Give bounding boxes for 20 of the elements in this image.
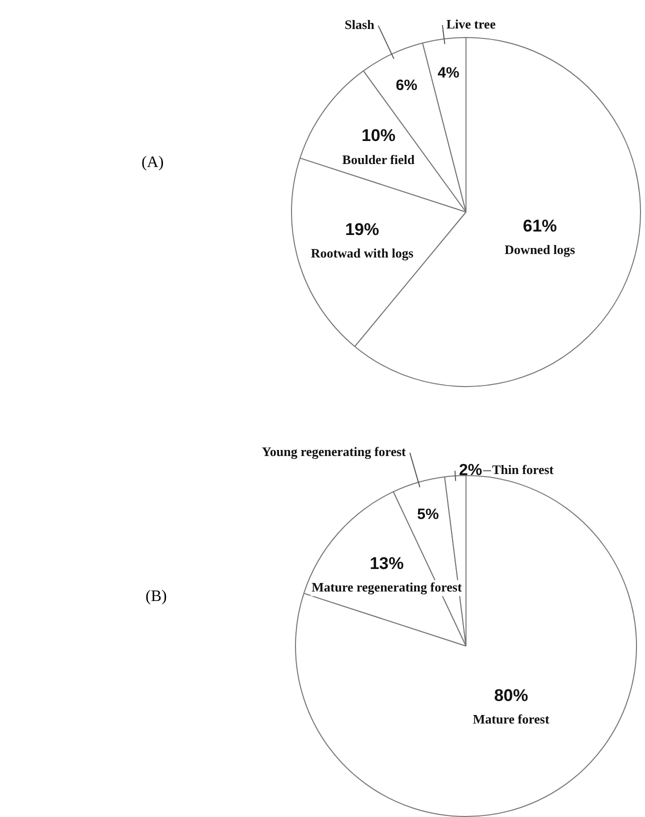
slice-label: Mature regenerating forest bbox=[312, 579, 462, 594]
data-label: 61% bbox=[522, 216, 557, 236]
data-label: 2% bbox=[458, 462, 482, 480]
slice-label: Boulder field bbox=[342, 152, 416, 167]
slice-label: Slash bbox=[344, 17, 376, 32]
slice-label: Downed logs bbox=[504, 242, 576, 257]
data-label: 10% bbox=[361, 126, 396, 146]
data-label: 80% bbox=[494, 686, 528, 705]
data-label: 4% bbox=[438, 64, 460, 82]
data-label: 13% bbox=[370, 554, 404, 573]
data-label: 6% bbox=[396, 76, 418, 94]
slice-label: Young regenerating forest bbox=[262, 444, 407, 460]
slice-label: Live tree bbox=[446, 16, 496, 32]
slice-label: Rootwad with logs bbox=[310, 246, 414, 261]
text: (B) bbox=[146, 588, 167, 606]
data-label: 5% bbox=[417, 506, 439, 524]
text: (A) bbox=[142, 154, 164, 172]
slice-label: Thin forest bbox=[492, 462, 554, 478]
data-label: 19% bbox=[345, 220, 380, 239]
slice-label: Mature forest bbox=[472, 711, 550, 726]
